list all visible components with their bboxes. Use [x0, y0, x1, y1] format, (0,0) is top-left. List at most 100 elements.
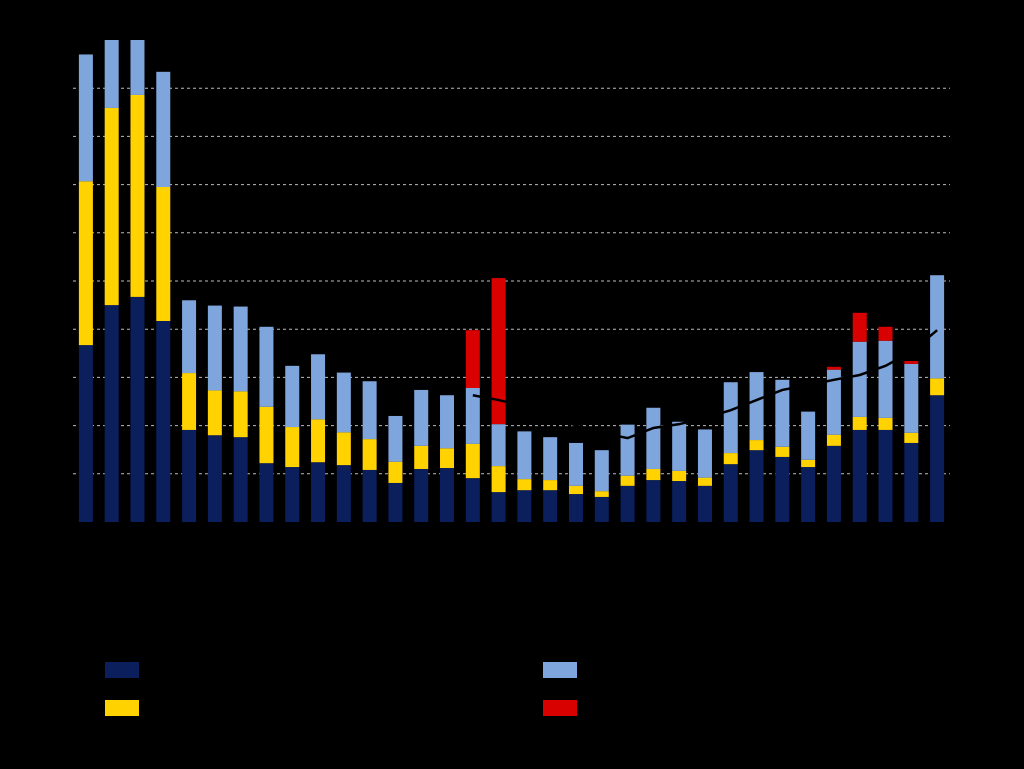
bar-segment [568, 494, 583, 522]
bar-segment [594, 450, 609, 492]
bar-segment [362, 439, 377, 470]
bar-segment [826, 434, 841, 446]
bar-segment [930, 378, 945, 396]
bar-segment [775, 446, 790, 457]
bar-segment [156, 321, 171, 522]
bar-segment [852, 341, 867, 417]
bar-segment [826, 445, 841, 522]
bar-segment [388, 415, 403, 462]
bar-segment [749, 440, 764, 451]
bar-segment [543, 437, 558, 481]
bar-segment [285, 427, 300, 468]
legend-swatch [105, 700, 139, 716]
bar-segment [336, 372, 351, 433]
legend-swatch [543, 700, 577, 716]
bar-segment [620, 485, 635, 522]
bar-segment [156, 187, 171, 322]
trend-line [472, 329, 938, 440]
bar-segment [440, 468, 455, 522]
bar-segment [852, 429, 867, 522]
bar-segment [904, 432, 919, 443]
bar-segment [78, 54, 93, 182]
bar-segment [311, 419, 326, 463]
bar-segment [285, 365, 300, 428]
bar-segment [594, 491, 609, 497]
bar-segment [852, 416, 867, 430]
bar-segment [878, 340, 893, 418]
bar-segment [491, 424, 506, 467]
bar-segment [646, 468, 661, 481]
bar-segment [930, 275, 945, 379]
bar-segment [130, 94, 145, 297]
bar-segment [801, 459, 816, 468]
bar-segment [78, 181, 93, 346]
bar-segment [543, 490, 558, 522]
bar-segment [904, 363, 919, 433]
bar-segment [388, 461, 403, 483]
bar-segment [930, 395, 945, 522]
bar-segment [440, 395, 455, 449]
bar-segment [878, 417, 893, 430]
bar-segment [568, 485, 583, 495]
bar-segment [697, 477, 712, 486]
bar-segment [517, 490, 532, 522]
legend-swatch [105, 662, 139, 678]
bar-segment [723, 453, 738, 465]
bar-segment [259, 326, 274, 407]
bar-segment [285, 467, 300, 522]
bar-segment [749, 372, 764, 441]
bar-segment [723, 382, 738, 454]
bar-segment [620, 424, 635, 476]
bar-segment [775, 456, 790, 522]
bar-segment [233, 306, 248, 392]
bar-segment [388, 482, 403, 522]
bar-segment [259, 463, 274, 522]
bar-segment [775, 379, 790, 447]
bar-segment [568, 442, 583, 486]
bar-segment [491, 278, 506, 425]
bar-segment [336, 432, 351, 466]
bar-segment [311, 462, 326, 522]
bar-segment [104, 40, 119, 108]
bar-segment [465, 388, 480, 444]
bar-segment [440, 448, 455, 469]
bar-segment [517, 431, 532, 480]
bar-segment [517, 479, 532, 491]
bar-segment [826, 369, 841, 435]
bar-segment [646, 480, 661, 522]
bar-segment [182, 429, 197, 522]
bar-segment [362, 469, 377, 522]
bar-segment [233, 437, 248, 522]
bar-segment [801, 467, 816, 522]
bar-segment [749, 450, 764, 522]
bar-segment [233, 391, 248, 438]
bar-segment [697, 485, 712, 522]
bar-segment [491, 466, 506, 493]
bar-segment [826, 366, 841, 370]
bar-segment [259, 406, 274, 464]
bar-segment [672, 470, 687, 482]
bar-segment [465, 330, 480, 389]
bar-segment [104, 305, 119, 522]
bar-segment [491, 492, 506, 522]
bar-segment [465, 443, 480, 479]
bar-segment [801, 411, 816, 460]
bar-segment [723, 464, 738, 522]
bar-segment [697, 429, 712, 478]
bar-segment [414, 445, 429, 469]
bar-segment [78, 345, 93, 522]
bar-segment [130, 296, 145, 522]
bar-segment [414, 389, 429, 446]
bar-segment [904, 361, 919, 364]
bar-segment [362, 381, 377, 440]
bar-segment [543, 480, 558, 491]
bar-segment [207, 390, 222, 436]
bar-segment [620, 475, 635, 486]
bar-segment [104, 107, 119, 306]
bar-segment [852, 312, 867, 342]
bar-segment [465, 478, 480, 522]
bar-segment [594, 496, 609, 522]
bar-segment [878, 429, 893, 522]
bar-segment [672, 481, 687, 522]
